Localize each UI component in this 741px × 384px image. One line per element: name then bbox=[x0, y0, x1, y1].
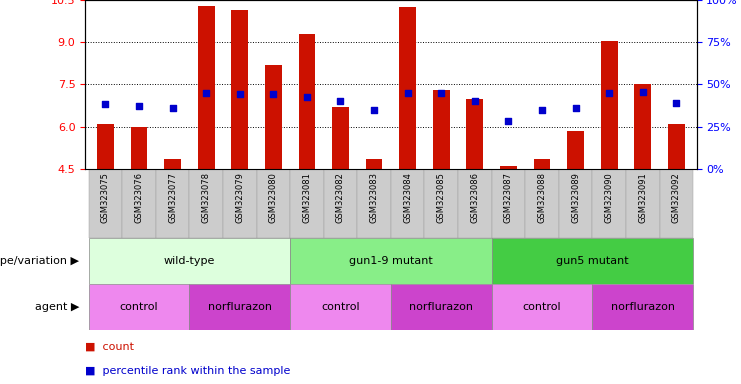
Text: ■  percentile rank within the sample: ■ percentile rank within the sample bbox=[85, 366, 290, 376]
Point bbox=[335, 98, 347, 104]
Bar bbox=[223, 169, 256, 238]
Point bbox=[671, 100, 682, 106]
Point bbox=[133, 103, 145, 109]
Bar bbox=[156, 169, 190, 238]
Text: GSM323085: GSM323085 bbox=[436, 172, 446, 223]
Bar bbox=[626, 169, 659, 238]
Text: gun5 mutant: gun5 mutant bbox=[556, 256, 628, 266]
Point bbox=[234, 91, 246, 98]
Text: gun1-9 mutant: gun1-9 mutant bbox=[349, 256, 433, 266]
Bar bbox=[198, 6, 215, 169]
Point bbox=[167, 105, 179, 111]
Bar bbox=[231, 10, 248, 169]
Text: control: control bbox=[522, 302, 562, 312]
Bar bbox=[290, 238, 491, 284]
Bar bbox=[122, 169, 156, 238]
Text: norflurazon: norflurazon bbox=[409, 302, 473, 312]
Text: GSM323084: GSM323084 bbox=[403, 172, 412, 223]
Text: control: control bbox=[119, 302, 159, 312]
Text: GSM323090: GSM323090 bbox=[605, 172, 614, 223]
Text: GSM323087: GSM323087 bbox=[504, 172, 513, 223]
Bar bbox=[399, 7, 416, 169]
Text: GSM323081: GSM323081 bbox=[302, 172, 311, 223]
Bar bbox=[324, 169, 357, 238]
Text: agent ▶: agent ▶ bbox=[35, 302, 79, 312]
Point bbox=[637, 88, 648, 94]
Point bbox=[536, 107, 548, 113]
Text: GSM323088: GSM323088 bbox=[537, 172, 547, 223]
Bar bbox=[332, 107, 349, 169]
Bar bbox=[299, 34, 316, 169]
Bar bbox=[190, 169, 223, 238]
Text: GSM323086: GSM323086 bbox=[471, 172, 479, 223]
Bar bbox=[491, 284, 592, 330]
Point bbox=[570, 105, 582, 111]
Bar bbox=[433, 90, 450, 169]
Point bbox=[301, 94, 313, 100]
Point bbox=[200, 90, 212, 96]
Text: norflurazon: norflurazon bbox=[611, 302, 675, 312]
Text: norflurazon: norflurazon bbox=[207, 302, 272, 312]
Bar bbox=[601, 41, 617, 169]
Bar bbox=[534, 159, 551, 169]
Bar bbox=[357, 169, 391, 238]
Bar bbox=[525, 169, 559, 238]
Text: GSM323092: GSM323092 bbox=[672, 172, 681, 223]
Point bbox=[268, 91, 279, 98]
Bar bbox=[659, 169, 693, 238]
Point bbox=[402, 90, 413, 96]
Bar bbox=[567, 131, 584, 169]
Text: GSM323079: GSM323079 bbox=[235, 172, 245, 223]
Bar bbox=[391, 169, 425, 238]
Text: GSM323083: GSM323083 bbox=[370, 172, 379, 223]
Text: genotype/variation ▶: genotype/variation ▶ bbox=[0, 256, 79, 266]
Bar bbox=[425, 169, 458, 238]
Bar bbox=[130, 127, 147, 169]
Point bbox=[603, 90, 615, 96]
Bar bbox=[290, 169, 324, 238]
Bar bbox=[89, 284, 190, 330]
Point bbox=[469, 98, 481, 104]
Bar bbox=[391, 284, 491, 330]
Point bbox=[435, 90, 447, 96]
Bar bbox=[190, 284, 290, 330]
Bar bbox=[491, 238, 693, 284]
Bar bbox=[366, 159, 382, 169]
Text: control: control bbox=[321, 302, 360, 312]
Bar bbox=[500, 166, 516, 169]
Bar bbox=[559, 169, 592, 238]
Bar bbox=[256, 169, 290, 238]
Bar bbox=[458, 169, 491, 238]
Bar bbox=[97, 124, 114, 169]
Text: GSM323078: GSM323078 bbox=[202, 172, 210, 223]
Bar bbox=[491, 169, 525, 238]
Bar bbox=[668, 124, 685, 169]
Bar bbox=[592, 169, 626, 238]
Text: GSM323082: GSM323082 bbox=[336, 172, 345, 223]
Text: GSM323091: GSM323091 bbox=[638, 172, 648, 223]
Bar bbox=[290, 284, 391, 330]
Point bbox=[502, 118, 514, 124]
Bar bbox=[265, 65, 282, 169]
Bar bbox=[89, 238, 290, 284]
Bar bbox=[634, 84, 651, 169]
Text: ■  count: ■ count bbox=[85, 341, 134, 351]
Text: GSM323076: GSM323076 bbox=[134, 172, 144, 223]
Bar bbox=[466, 99, 483, 169]
Bar bbox=[89, 169, 122, 238]
Text: GSM323075: GSM323075 bbox=[101, 172, 110, 223]
Text: wild-type: wild-type bbox=[164, 256, 215, 266]
Text: GSM323077: GSM323077 bbox=[168, 172, 177, 223]
Point bbox=[99, 101, 111, 107]
Bar bbox=[165, 159, 181, 169]
Text: GSM323089: GSM323089 bbox=[571, 172, 580, 223]
Text: GSM323080: GSM323080 bbox=[269, 172, 278, 223]
Bar bbox=[592, 284, 693, 330]
Point bbox=[368, 107, 380, 113]
